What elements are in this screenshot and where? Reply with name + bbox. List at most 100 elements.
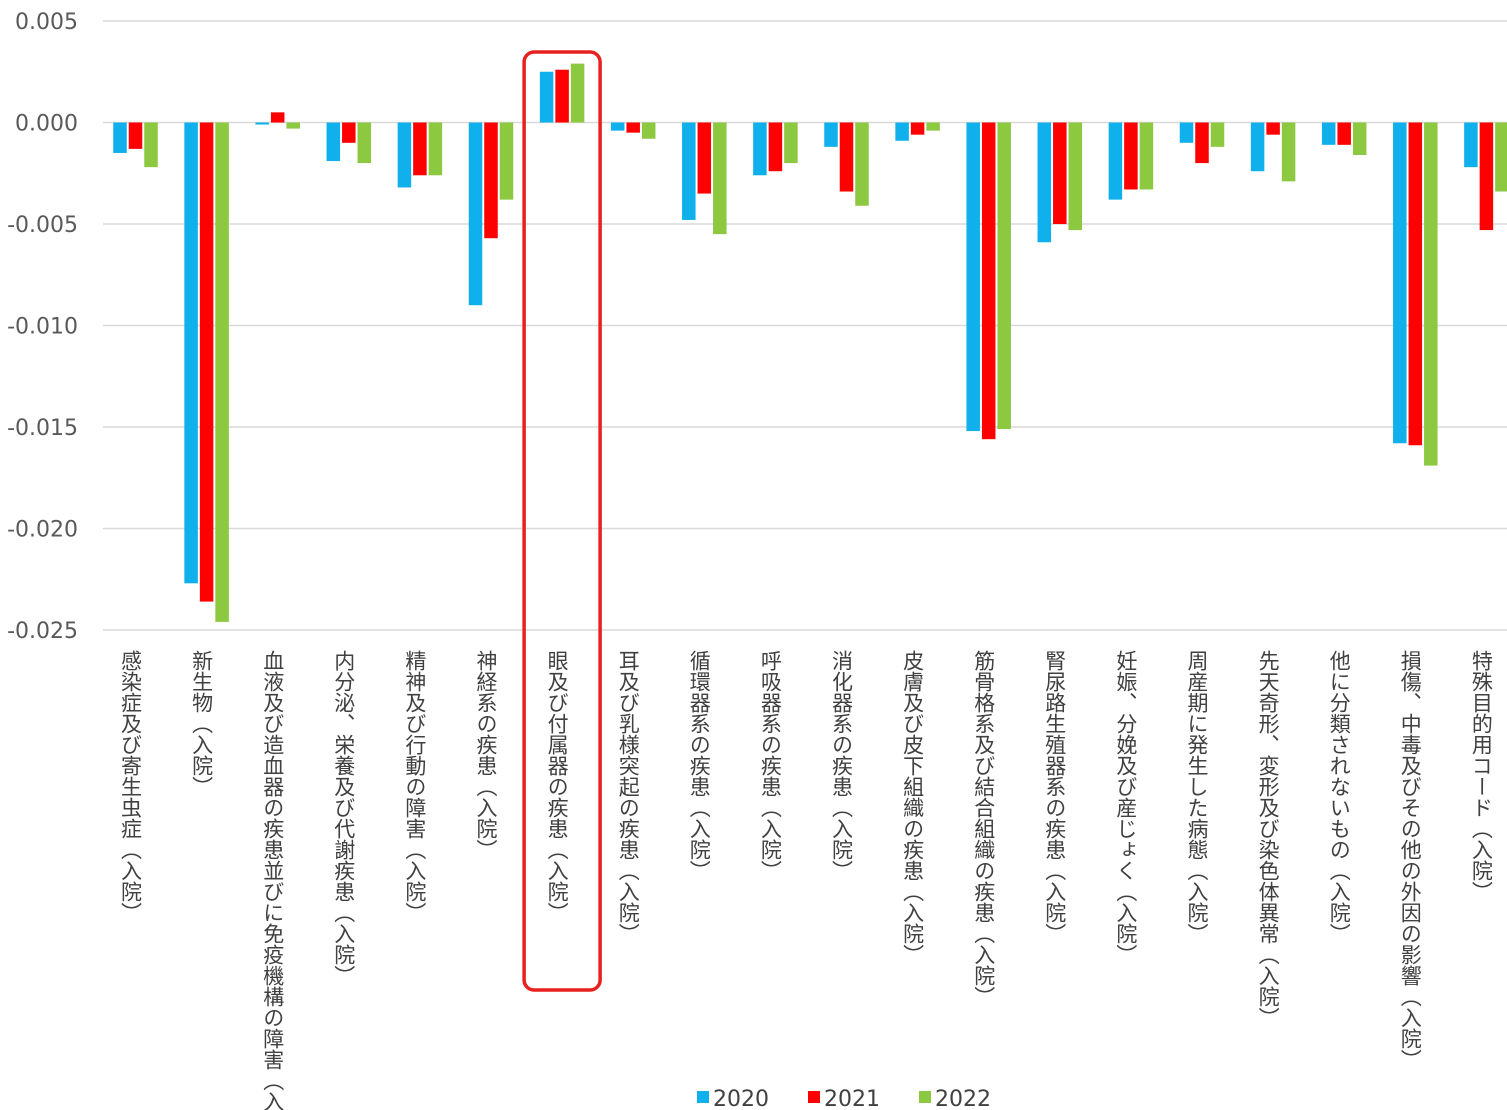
category-label: 眼及び付属器の疾患（入院） xyxy=(545,650,569,923)
bar-2020-16 xyxy=(1250,122,1265,172)
bar-2020-8 xyxy=(682,122,696,220)
bar-2021-15 xyxy=(1195,122,1209,164)
bar-2020-9 xyxy=(753,122,767,176)
bar-2021-5 xyxy=(484,122,498,239)
category-label: 血液及び造血器の疾患並びに免疫機構の障害（入 xyxy=(261,650,285,1110)
bar-2020-2 xyxy=(255,122,269,125)
bar-2022-7 xyxy=(641,122,656,139)
legend-swatch-2021 xyxy=(808,1091,820,1103)
bar-2021-13 xyxy=(1053,122,1067,224)
bar-2020-11 xyxy=(895,122,909,141)
bar-2020-0 xyxy=(113,122,127,153)
bar-2022-16 xyxy=(1281,122,1296,182)
bar-2020-3 xyxy=(326,122,341,162)
y-tick-label: -0.005 xyxy=(7,213,78,238)
bar-2021-19 xyxy=(1479,122,1494,231)
category-label: 呼吸器系の疾患（入院） xyxy=(758,650,782,881)
bar-2022-4 xyxy=(428,122,443,176)
category-label: 内分泌、栄養及び代謝疾患（入院） xyxy=(332,650,356,986)
category-label: 精神及び行動の障害（入院） xyxy=(403,650,427,923)
bar-2021-16 xyxy=(1266,122,1280,135)
category-label: 損傷、中毒及びその他の外因の影響（入院） xyxy=(1398,650,1422,1070)
bar-2021-1 xyxy=(199,122,214,602)
bar-2022-3 xyxy=(357,122,372,164)
bar-2021-14 xyxy=(1124,122,1138,190)
category-label: 感染症及び寄生虫症（入院） xyxy=(119,650,143,923)
bar-2020-1 xyxy=(184,122,198,584)
highlight-box xyxy=(522,50,602,992)
bar-2022-12 xyxy=(997,122,1011,430)
legend-swatch-2022 xyxy=(919,1091,931,1103)
category-label: 妊娠、分娩及び産じょく（入院） xyxy=(1114,650,1138,965)
bar-2021-9 xyxy=(768,122,783,172)
bar-2021-7 xyxy=(626,122,640,133)
bar-2020-7 xyxy=(610,122,625,131)
y-tick-label: -0.010 xyxy=(7,315,78,340)
bar-2021-17 xyxy=(1337,122,1351,145)
bar-2020-15 xyxy=(1179,122,1194,143)
bar-2020-5 xyxy=(468,122,483,306)
category-label: 腎尿路生殖器系の疾患（入院） xyxy=(1043,650,1067,944)
y-tick-label: 0.000 xyxy=(15,112,78,137)
legend-label-2022: 2022 xyxy=(935,1087,991,1110)
bar-2022-13 xyxy=(1068,122,1083,231)
category-label: 特殊目的用コード（入院） xyxy=(1469,650,1493,902)
y-axis-ticks: 0.005 0.000 -0.005 -0.010 -0.015 -0.020 -0.025 xyxy=(7,10,78,644)
bar-2022-6 xyxy=(570,63,585,123)
category-label: 先天奇形、変形及び染色体異常（入院） xyxy=(1256,650,1280,1028)
y-tick-label: 0.005 xyxy=(15,10,78,35)
bar-2020-19 xyxy=(1464,122,1478,168)
bar-2020-10 xyxy=(824,122,838,147)
category-label: 神経系の疾患（入院） xyxy=(474,650,498,860)
bar-2022-15 xyxy=(1210,122,1225,147)
bar-2020-12 xyxy=(966,122,980,432)
category-label: 皮膚及び皮下組織の疾患（入院） xyxy=(901,650,925,965)
bar-2020-6 xyxy=(539,71,554,123)
bar-2021-4 xyxy=(413,122,427,176)
bar-2022-19 xyxy=(1495,122,1507,192)
y-tick-label: -0.020 xyxy=(7,518,78,543)
bar-2022-17 xyxy=(1352,122,1367,155)
legend-label-2020: 2020 xyxy=(713,1087,769,1110)
bar-2022-1 xyxy=(215,122,229,622)
bar-2020-17 xyxy=(1321,122,1336,145)
legend: 2020 2021 2022 xyxy=(697,1087,991,1110)
category-label: 筋骨格系及び結合組織の疾患（入院） xyxy=(972,650,996,1007)
gridlines xyxy=(103,20,1507,631)
bar-2022-8 xyxy=(713,122,727,235)
category-labels: 感染症及び寄生虫症（入院） 新生物（入院） 血液及び造血器の疾患並びに免疫機構の障害… xyxy=(119,650,1494,1110)
y-tick-label: -0.015 xyxy=(7,416,78,441)
bar-2021-11 xyxy=(910,122,925,135)
category-label: 消化器系の疾患（入院） xyxy=(830,650,854,881)
bar-2022-5 xyxy=(499,122,514,200)
category-label: 他に分類されないもの（入院） xyxy=(1327,650,1351,944)
category-label: 循環器系の疾患（入院） xyxy=(687,650,711,881)
category-label: 耳及び乳様突起の疾患（入院） xyxy=(616,650,640,944)
bar-2021-10 xyxy=(839,122,854,192)
bar-2020-18 xyxy=(1393,122,1407,444)
highlight-box-group xyxy=(522,50,602,992)
bar-2022-10 xyxy=(855,122,869,206)
category-label: 新生物（入院） xyxy=(190,650,214,797)
bar-2022-18 xyxy=(1424,122,1438,466)
bar-2021-8 xyxy=(697,122,712,194)
bar-2021-18 xyxy=(1408,122,1423,446)
bar-2022-9 xyxy=(784,122,798,164)
bars xyxy=(113,63,1507,622)
bar-2022-2 xyxy=(286,122,300,129)
bar-2022-11 xyxy=(926,122,940,131)
bar-2021-12 xyxy=(981,122,996,440)
bar-2022-0 xyxy=(144,122,158,168)
category-label: 周産期に発生した病態（入院） xyxy=(1185,650,1209,944)
bar-2020-13 xyxy=(1037,122,1052,243)
bar-2020-14 xyxy=(1108,122,1123,200)
y-tick-label: -0.025 xyxy=(7,619,78,644)
bar-2021-2 xyxy=(270,112,285,123)
legend-swatch-2020 xyxy=(697,1091,709,1103)
bar-2022-14 xyxy=(1139,122,1154,190)
legend-label-2021: 2021 xyxy=(824,1087,880,1110)
bar-2021-3 xyxy=(342,122,356,143)
bar-2020-4 xyxy=(397,122,412,188)
bar-2021-6 xyxy=(555,69,569,123)
